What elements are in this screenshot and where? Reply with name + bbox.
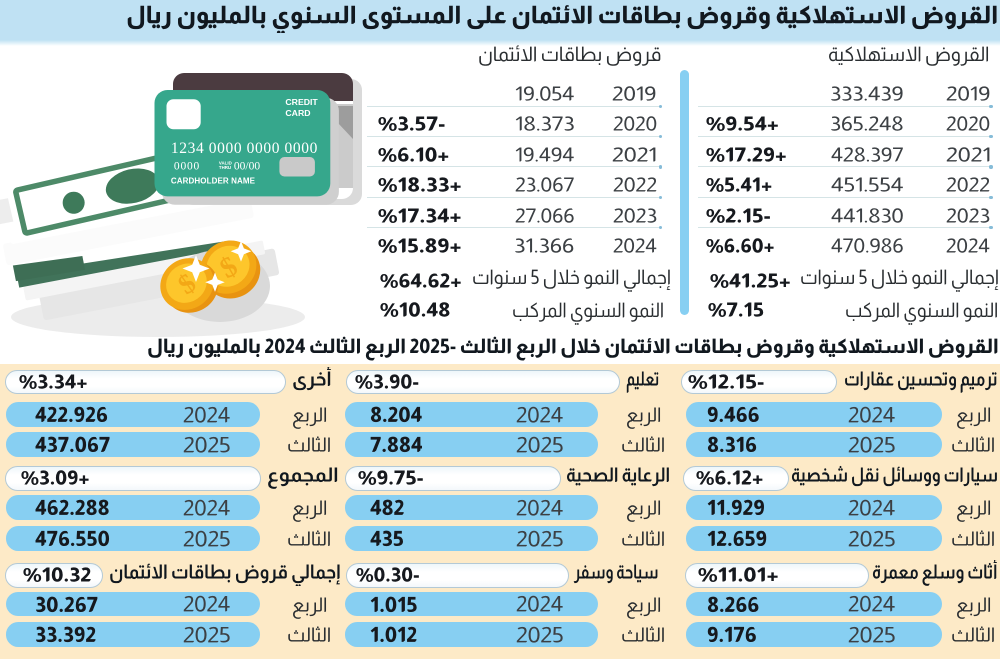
svg-text:CARDHOLDER NAME: CARDHOLDER NAME [171, 176, 256, 185]
svg-text:CARD: CARD [285, 108, 310, 118]
svg-text:VALID: VALID [219, 160, 232, 165]
svg-text:CREDIT: CREDIT [285, 97, 318, 107]
svg-text:1234 0000 0000 0000: 1234 0000 0000 0000 [171, 140, 318, 157]
svg-text:THRU: THRU [219, 165, 231, 170]
svg-text:00/00: 00/00 [234, 160, 260, 172]
svg-text:0000: 0000 [174, 160, 200, 172]
